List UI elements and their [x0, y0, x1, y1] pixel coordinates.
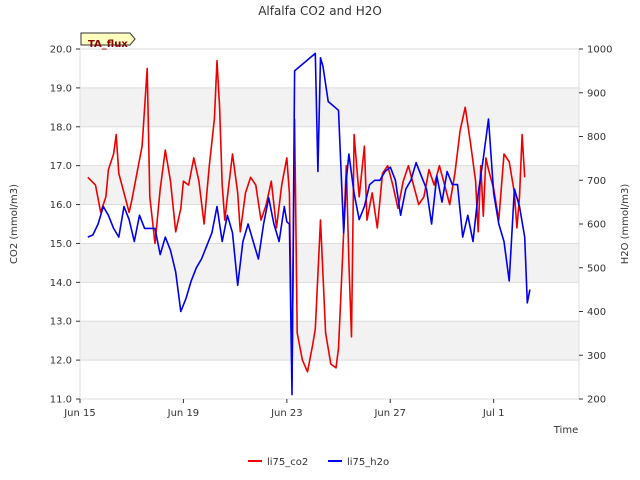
- y2-tick-label: 500: [587, 263, 606, 274]
- y2-tick-label: 800: [587, 132, 606, 143]
- plot-band: [80, 87, 579, 127]
- y-tick-label: 14.0: [50, 278, 72, 289]
- legend-label-co2: li75_co2: [267, 457, 308, 468]
- y-tick-label: 15.0: [50, 239, 72, 250]
- y2-tick-label: 200: [587, 395, 606, 406]
- series-line-li75-h2o: [87, 52, 531, 396]
- plot-band: [80, 165, 579, 205]
- y2-tick-label: 900: [587, 88, 606, 99]
- y2-tick-label: 700: [587, 176, 606, 187]
- series-lines: [87, 52, 531, 396]
- legend: li75_co2 li75_h2o: [248, 457, 389, 468]
- x-axis: Jun 15 Jun 19 Jun 23 Jun 27 Jul 1: [63, 399, 504, 419]
- y2-tick-label: 600: [587, 220, 606, 231]
- y-tick-label: 13.0: [50, 317, 72, 328]
- x-tick-label: Jul 1: [482, 408, 505, 419]
- y-tick-label: 16.0: [50, 200, 72, 211]
- badge-label: TA_flux: [88, 39, 128, 50]
- y-tick-label: 18.0: [50, 122, 72, 133]
- x-tick-label: Jun 15: [63, 408, 96, 419]
- plot-band: [80, 243, 579, 283]
- chart-title: Alfalfa CO2 and H2O: [258, 4, 382, 18]
- y-axis-left: 11.0 12.0 13.0 14.0 15.0 16.0 17.0 18.0 19.0 20.0: [50, 45, 80, 406]
- x-tick-label: Jun 27: [373, 408, 406, 419]
- y-tick-label: 19.0: [50, 83, 72, 94]
- y2-axis-title: H2O (mmol/m3): [620, 184, 631, 265]
- y-axis-title: CO2 (mmol/m3): [9, 184, 20, 264]
- y-axis-right: 200 300 400 500 600 700 800 900 1000: [579, 45, 612, 406]
- y-tick-label: 17.0: [50, 161, 72, 172]
- y2-tick-label: 400: [587, 307, 606, 318]
- x-axis-title: Time: [553, 425, 578, 436]
- legend-label-h2o: li75_h2o: [347, 457, 389, 468]
- y-tick-label: 11.0: [50, 395, 72, 406]
- plot-bands: [80, 48, 579, 400]
- x-tick-label: Jun 23: [270, 408, 303, 419]
- y2-tick-label: 1000: [587, 45, 612, 56]
- series-line-li75-co2: [87, 59, 526, 381]
- y-tick-label: 20.0: [50, 45, 72, 56]
- y2-tick-label: 300: [587, 351, 606, 362]
- y-tick-label: 12.0: [50, 356, 72, 367]
- x-tick-label: Jun 19: [167, 408, 200, 419]
- ta-flux-badge: TA_flux: [80, 32, 136, 50]
